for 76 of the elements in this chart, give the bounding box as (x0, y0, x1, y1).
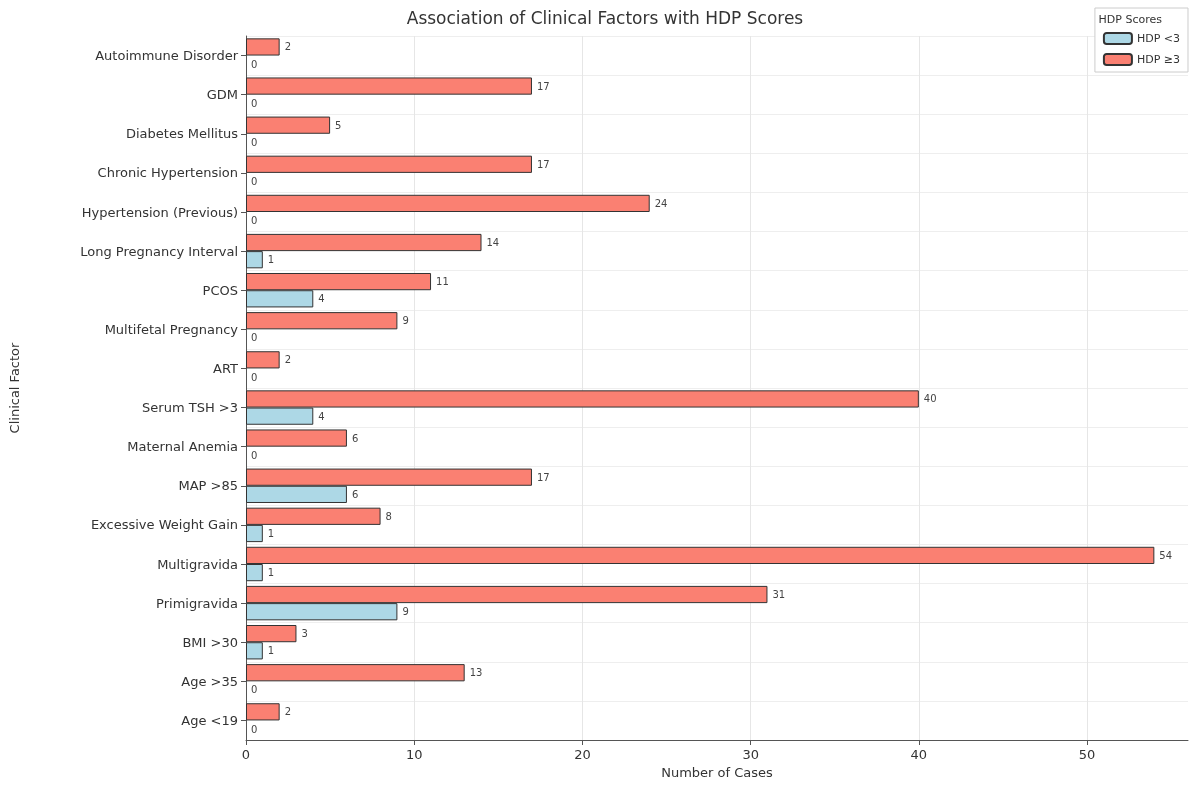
y-tick-label: Primigravida (156, 595, 238, 611)
data-label: 0 (251, 449, 258, 461)
y-tick-label: Multifetal Pregnancy (104, 321, 239, 337)
y-tick-label: PCOS (202, 282, 238, 298)
x-tick-label: 40 (910, 747, 928, 762)
y-tick-label: Long Pregnancy Interval (80, 243, 238, 259)
y-tick-label: ART (213, 360, 239, 376)
y-tick-label: Maternal Anemia (127, 439, 238, 455)
data-label: 1 (267, 645, 275, 657)
data-label: 6 (351, 432, 359, 444)
y-tick-label: Chronic Hypertension (97, 165, 238, 181)
legend-label: HDP <3 (1136, 32, 1181, 45)
data-label: 1 (267, 254, 275, 266)
data-label: 1 (267, 527, 275, 539)
data-label: 9 (402, 315, 409, 327)
bar (246, 77, 532, 95)
y-tick-label: Hypertension (Previous) (81, 204, 238, 220)
data-label: 0 (251, 58, 258, 70)
data-label: 2 (284, 354, 292, 366)
data-label: 2 (284, 706, 292, 718)
data-label: 1 (267, 567, 275, 579)
data-label: 0 (251, 332, 258, 344)
data-label: 40 (923, 393, 937, 405)
data-label: 0 (251, 97, 258, 109)
bar (246, 703, 280, 721)
data-label: 17 (536, 158, 550, 170)
data-label: 13 (469, 667, 483, 679)
legend-label: HDP ≥3 (1136, 53, 1181, 66)
y-tick-label: GDM (206, 87, 238, 103)
data-label: 24 (654, 197, 668, 209)
data-label: 2 (284, 41, 292, 53)
y-tick-label: BMI >30 (182, 634, 238, 650)
data-label: 5 (335, 119, 342, 131)
y-tick-label: Serum TSH >3 (142, 400, 238, 416)
data-label: 31 (772, 589, 786, 601)
y-tick-label: Age <19 (181, 712, 238, 728)
x-tick-label: 50 (1078, 747, 1096, 762)
bar (246, 664, 465, 682)
data-label: 8 (385, 510, 392, 522)
x-tick-label: 20 (574, 747, 591, 762)
data-label: 0 (251, 684, 258, 696)
data-label: 3 (301, 628, 308, 640)
x-tick-label: 30 (742, 747, 759, 762)
bar (246, 312, 398, 330)
bar (246, 116, 331, 134)
y-tick-label: Multigravida (157, 556, 238, 572)
data-label: 17 (536, 471, 550, 483)
data-label: 54 (1159, 549, 1173, 561)
y-tick-label: Autoimmune Disorder (95, 48, 239, 64)
data-label: 0 (251, 371, 258, 383)
data-label: 0 (251, 723, 258, 735)
data-label: 11 (436, 276, 449, 288)
data-label: 0 (251, 136, 258, 148)
x-axis-title: Number of Cases (661, 765, 774, 780)
data-label: 0 (251, 215, 258, 227)
data-label: 17 (536, 80, 550, 92)
bar (246, 38, 280, 56)
data-label: 14 (486, 237, 500, 249)
legend-title: HDP Scores (1098, 13, 1163, 26)
data-label: 4 (318, 293, 325, 305)
bar (246, 429, 347, 447)
x-tick-label: 10 (405, 747, 423, 762)
data-label: 0 (251, 175, 258, 187)
bar (246, 351, 280, 369)
x-tick-label: 0 (241, 747, 251, 762)
bar (246, 155, 532, 173)
y-tick-label: Age >35 (181, 673, 238, 689)
data-label: 4 (318, 410, 325, 422)
data-label: 6 (351, 488, 359, 500)
y-tick-label: MAP >85 (178, 478, 238, 494)
y-axis-title: Clinical Factor (7, 341, 22, 434)
y-tick-label: Diabetes Mellitus (126, 126, 239, 142)
data-label: 9 (402, 606, 409, 618)
bar (246, 194, 650, 212)
y-tick-label: Excessive Weight Gain (90, 517, 238, 533)
chart-title: Association of Clinical Factors with HDP Scores (406, 7, 804, 28)
